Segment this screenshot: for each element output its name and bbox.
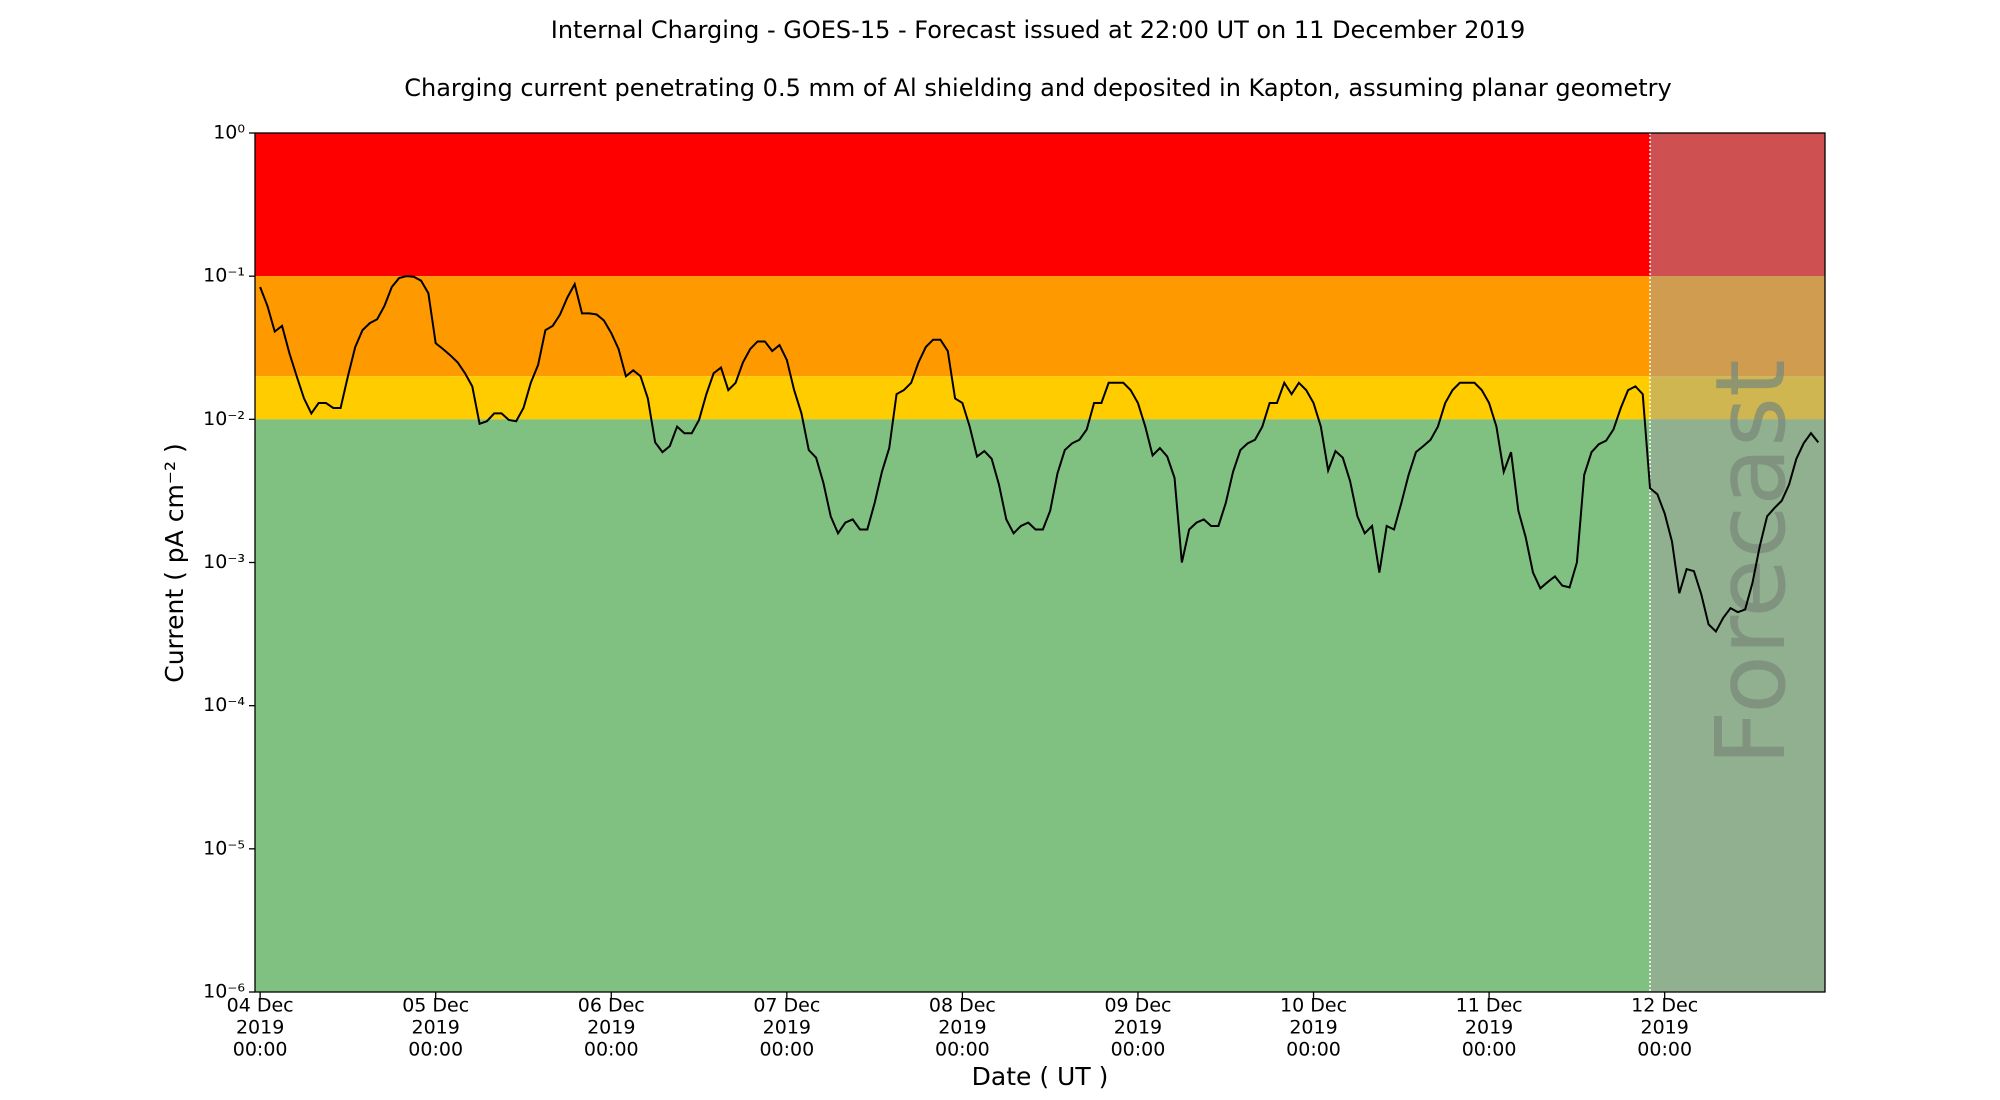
x-tick-label: 2019 (412, 1017, 460, 1039)
x-tick-label: 00:00 (233, 1039, 288, 1061)
x-tick-label: 2019 (763, 1017, 811, 1039)
x-axis-label: Date ( UT ) (972, 1062, 1109, 1091)
y-tick-label: 10⁻⁶ (203, 981, 245, 1003)
y-tick-label: 10⁰ (213, 122, 245, 144)
y-tick-label: 10⁻² (203, 408, 245, 430)
x-tick-label: 00:00 (1462, 1039, 1517, 1061)
y-tick-label: 10⁻³ (203, 551, 245, 573)
x-tick-label: 2019 (1289, 1017, 1337, 1039)
forecast-label: Forecast (1695, 359, 1807, 765)
x-tick-label: 11 Dec (1456, 995, 1523, 1017)
x-tick-label: 2019 (1465, 1017, 1513, 1039)
risk-band (255, 376, 1825, 420)
risk-band (255, 419, 1825, 992)
x-tick-label: 2019 (236, 1017, 284, 1039)
x-tick-label: 2019 (587, 1017, 635, 1039)
y-tick-label: 10⁻¹ (203, 265, 245, 287)
x-tick-label: 00:00 (1637, 1039, 1692, 1061)
x-tick-label: 00:00 (584, 1039, 639, 1061)
x-tick-label: 07 Dec (753, 995, 820, 1017)
x-tick-label: 00:00 (408, 1039, 463, 1061)
x-tick-label: 00:00 (1111, 1039, 1166, 1061)
x-tick-label: 2019 (1640, 1017, 1688, 1039)
x-tick-label: 12 Dec (1631, 995, 1698, 1017)
risk-band (255, 276, 1825, 377)
x-tick-label: 09 Dec (1104, 995, 1171, 1017)
plot-area: Forecast 10⁰ 10⁻¹ 10⁻² 10⁻³ 10⁻⁴ 10⁻⁵ 10⁻⁶04 De… (203, 122, 1826, 1061)
chart-title: Internal Charging - GOES-15 - Forecast i… (551, 16, 1525, 44)
y-tick-label: 10⁻⁴ (203, 694, 245, 716)
x-tick-label: 10 Dec (1280, 995, 1347, 1017)
x-tick-label: 00:00 (935, 1039, 990, 1061)
x-tick-label: 06 Dec (578, 995, 645, 1017)
x-tick-label: 00:00 (1286, 1039, 1341, 1061)
x-tick-label: 05 Dec (402, 995, 469, 1017)
forecast-region (1650, 133, 1825, 992)
x-tick-label: 2019 (938, 1017, 986, 1039)
chart-subtitle: Charging current penetrating 0.5 mm of A… (404, 74, 1672, 102)
data-line (259, 275, 1820, 634)
x-tick-label: 00:00 (759, 1039, 814, 1061)
y-tick-label: 10⁻⁵ (203, 837, 245, 859)
y-axis-label: Current ( pA cm⁻² ) (160, 443, 189, 682)
x-tick-label: 08 Dec (929, 995, 996, 1017)
x-tick-label: 04 Dec (227, 995, 294, 1017)
x-tick-label: 2019 (1114, 1017, 1162, 1039)
risk-band (255, 133, 1825, 277)
